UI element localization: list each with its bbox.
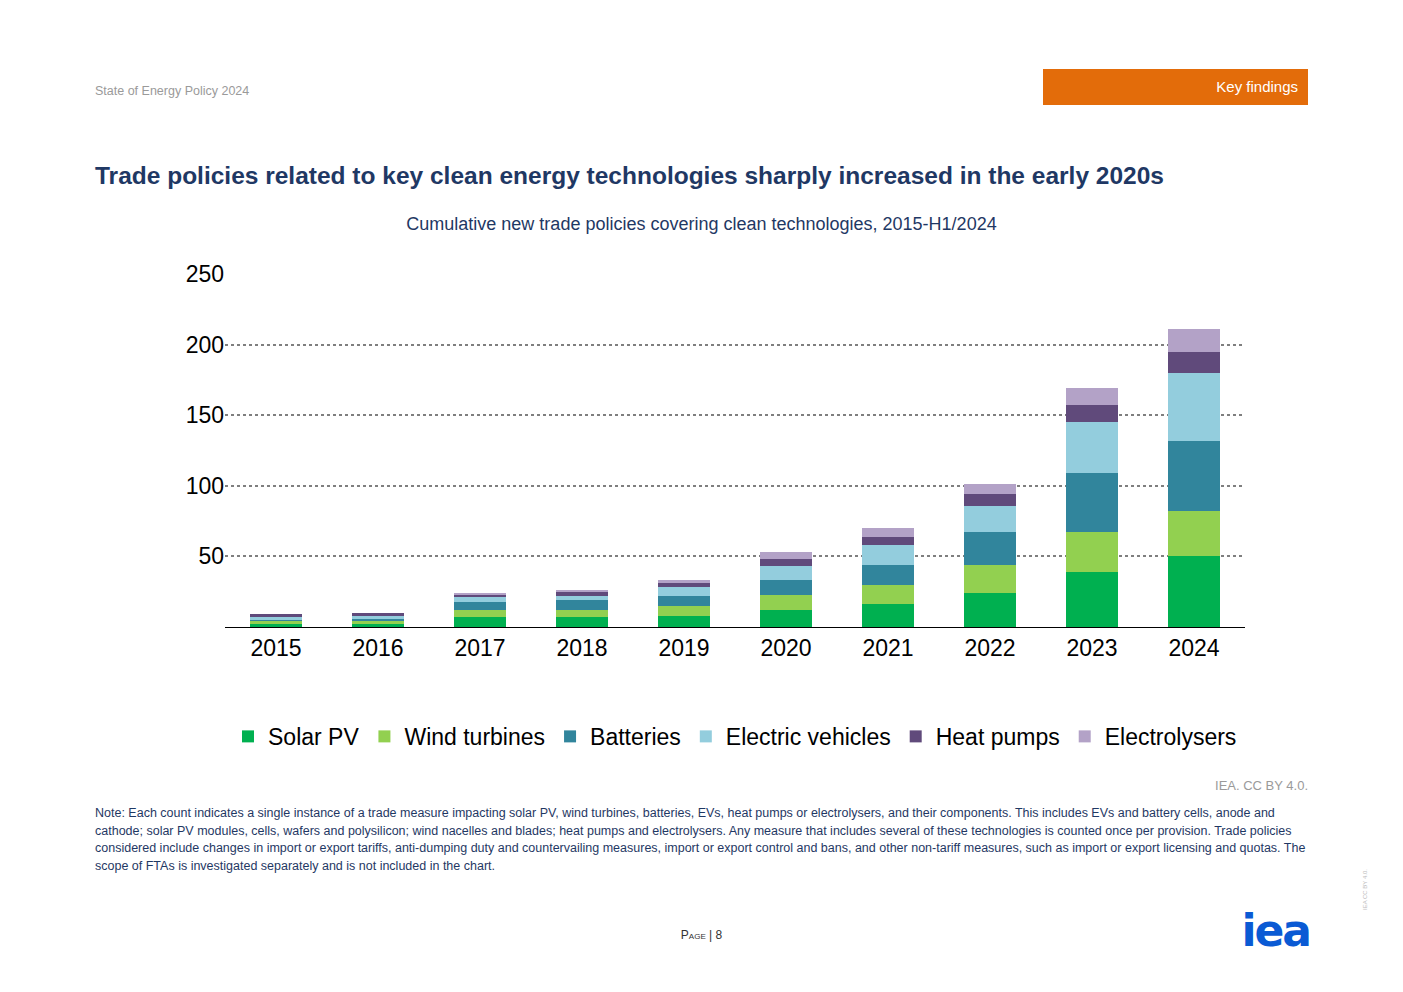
svg-text:150: 150 [186, 402, 224, 428]
svg-text:100: 100 [186, 473, 224, 499]
html-text:Key findings: Key findings [1216, 78, 1298, 95]
svg-text:2015: 2015 [250, 635, 301, 661]
html-text:Cumulative new trade policies: Cumulative new trade policies covering c… [406, 214, 997, 234]
svg-text:Electric vehicles: Electric vehicles [726, 724, 891, 750]
svg-text:2018: 2018 [556, 635, 607, 661]
html-text:IEA. CC BY 4.0.: IEA. CC BY 4.0. [1215, 778, 1308, 793]
html-text:Trade policies related to key: Trade policies related to key clean ener… [95, 162, 1164, 189]
svg-text:250: 250 [186, 261, 224, 287]
svg-text:Wind turbines: Wind turbines [404, 724, 545, 750]
svg-text:2024: 2024 [1168, 635, 1219, 661]
svg-text:200: 200 [186, 332, 224, 358]
svg-text:50: 50 [198, 543, 224, 569]
svg-text:2016: 2016 [352, 635, 403, 661]
svg-text:Electrolysers: Electrolysers [1105, 724, 1237, 750]
svg-text:2023: 2023 [1066, 635, 1117, 661]
svg-text:2021: 2021 [862, 635, 913, 661]
html-text:iea: iea [1241, 905, 1310, 956]
svg-text:2019: 2019 [658, 635, 709, 661]
html-text:Note: Each count indicates a s: Note: Each count indicates a single inst… [95, 806, 1306, 873]
html-text:IEA CC BY 4.0.: IEA CC BY 4.0. [1362, 869, 1368, 910]
svg-text:2017: 2017 [454, 635, 505, 661]
svg-text:2020: 2020 [760, 635, 811, 661]
svg-text:Solar PV: Solar PV [268, 724, 359, 750]
html-text:State of Energy Policy 2024: State of Energy Policy 2024 [95, 84, 250, 98]
svg-text:2022: 2022 [964, 635, 1015, 661]
html-text:Page | 8: Page | 8 [680, 928, 723, 942]
svg-text:Heat pumps: Heat pumps [936, 724, 1060, 750]
svg-text:Batteries: Batteries [590, 724, 681, 750]
